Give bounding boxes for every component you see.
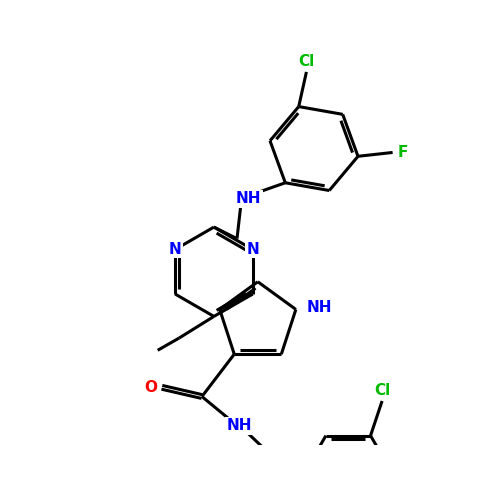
Text: NH: NH xyxy=(226,418,252,434)
Text: NH: NH xyxy=(306,300,332,316)
Text: O: O xyxy=(144,380,158,395)
Text: NH: NH xyxy=(236,191,262,206)
Text: Cl: Cl xyxy=(298,54,314,70)
Text: F: F xyxy=(398,145,408,160)
Text: N: N xyxy=(246,242,259,257)
Text: N: N xyxy=(169,242,181,257)
Text: Cl: Cl xyxy=(374,384,391,398)
